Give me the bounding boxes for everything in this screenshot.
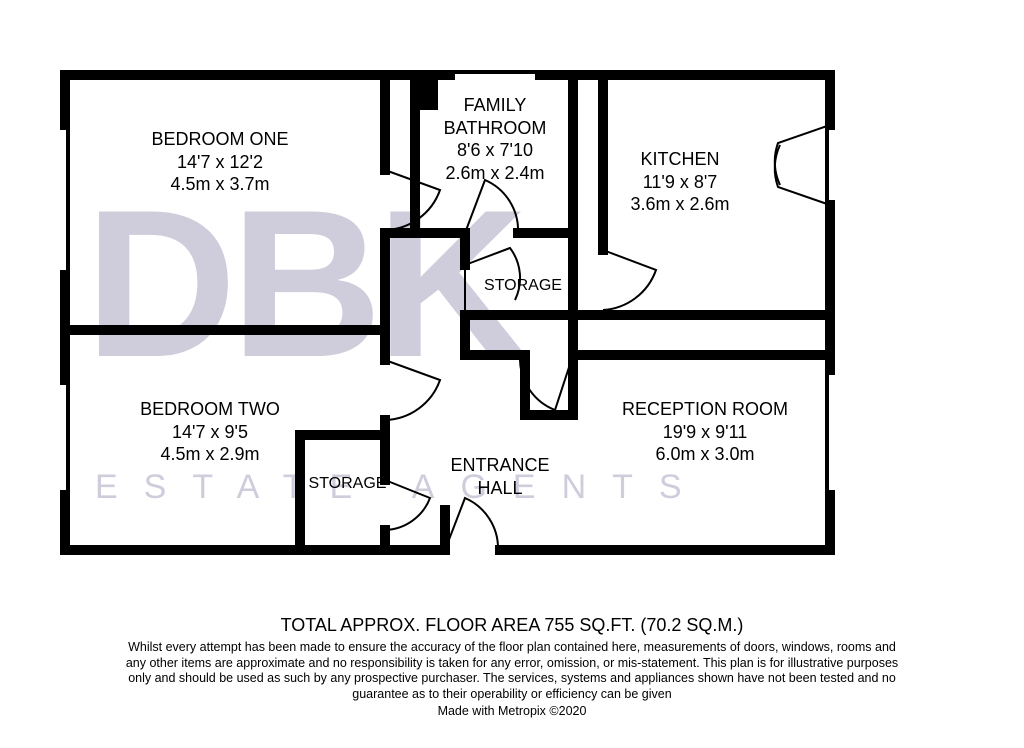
floorplan-canvas: DBK ESTATE AGENTS (20, 20, 1004, 728)
disclaimer-text: Whilst every attempt has been made to en… (122, 640, 902, 703)
floorplan-svg (20, 20, 1004, 600)
footer-block: TOTAL APPROX. FLOOR AREA 755 SQ.FT. (70.… (20, 615, 1004, 718)
total-area-text: TOTAL APPROX. FLOOR AREA 755 SQ.FT. (70.… (20, 615, 1004, 636)
credit-text: Made with Metropix ©2020 (20, 704, 1004, 718)
